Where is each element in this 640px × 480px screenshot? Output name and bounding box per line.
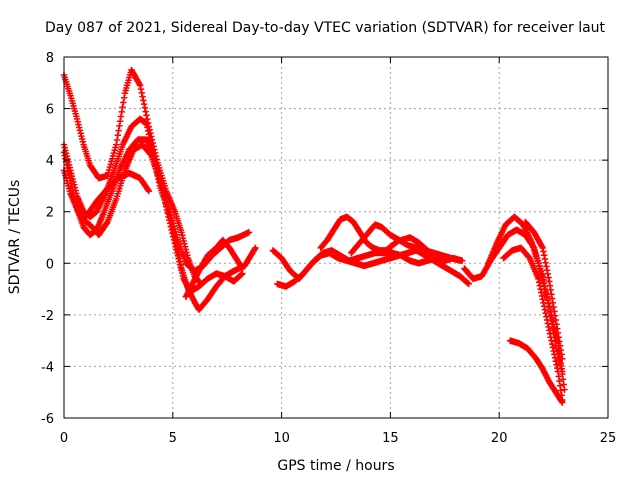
data-point xyxy=(140,100,148,108)
data-point xyxy=(561,386,568,393)
data-series xyxy=(398,234,466,264)
axis-ticks: 0 5 10 15 20 25 -6 -4 -2 0 2 4 6 8 xyxy=(41,51,616,446)
x-tick-label: 15 xyxy=(382,431,399,446)
data-series xyxy=(60,141,253,275)
plot-frame xyxy=(63,56,609,419)
data-point xyxy=(251,245,258,253)
data-point xyxy=(168,226,175,234)
data-point xyxy=(103,220,110,227)
data-point xyxy=(113,136,121,144)
data-point xyxy=(116,122,123,130)
x-tick-label: 10 xyxy=(273,431,290,446)
x-tick-label: 20 xyxy=(491,431,508,446)
data-point xyxy=(145,187,153,195)
y-tick-label: -6 xyxy=(41,412,54,427)
data-series xyxy=(500,244,566,404)
x-tick-label: 25 xyxy=(600,431,617,446)
data-point xyxy=(117,113,125,120)
y-tick-label: 2 xyxy=(46,206,54,221)
data-point xyxy=(147,150,154,158)
y-tick-label: 0 xyxy=(46,257,54,272)
x-tick-label: 0 xyxy=(60,431,68,446)
chart-title: Day 087 of 2021, Sidereal Day-to-day VTE… xyxy=(45,20,606,36)
data-point xyxy=(115,127,122,134)
data-point xyxy=(141,104,149,112)
data-point xyxy=(120,94,128,101)
data-series xyxy=(506,337,566,406)
data-point xyxy=(245,229,253,236)
data-point xyxy=(137,85,145,93)
data-point xyxy=(465,280,472,288)
y-tick-label: -2 xyxy=(41,309,54,324)
data-point xyxy=(559,399,566,406)
data-point xyxy=(136,82,144,89)
x-axis-label: GPS time / hours xyxy=(277,458,394,474)
data-point xyxy=(120,99,127,106)
data-point xyxy=(252,244,259,252)
data-point xyxy=(559,355,566,362)
data-point xyxy=(171,239,178,247)
y-tick-label: -4 xyxy=(41,360,54,375)
data-point xyxy=(142,108,149,115)
data-point xyxy=(139,93,146,100)
data-point xyxy=(140,97,147,104)
data-markers xyxy=(60,66,568,406)
data-series xyxy=(82,169,153,221)
x-tick-label: 5 xyxy=(169,431,177,446)
data-point xyxy=(116,118,124,125)
y-tick-label: 4 xyxy=(46,154,54,169)
data-point xyxy=(239,265,246,272)
data-point xyxy=(119,103,126,111)
data-point xyxy=(113,141,120,148)
data-point xyxy=(114,132,122,139)
data-point xyxy=(138,89,145,97)
grid xyxy=(64,57,608,418)
data-point xyxy=(143,112,150,119)
data-point xyxy=(118,108,125,116)
data-series xyxy=(182,236,246,301)
data-series xyxy=(522,218,566,362)
data-point xyxy=(459,257,466,264)
y-tick-label: 8 xyxy=(46,51,54,66)
y-axis-label: SDTVAR / TECUs xyxy=(7,180,23,295)
y-tick-label: 6 xyxy=(46,103,54,118)
data-point xyxy=(144,186,152,194)
